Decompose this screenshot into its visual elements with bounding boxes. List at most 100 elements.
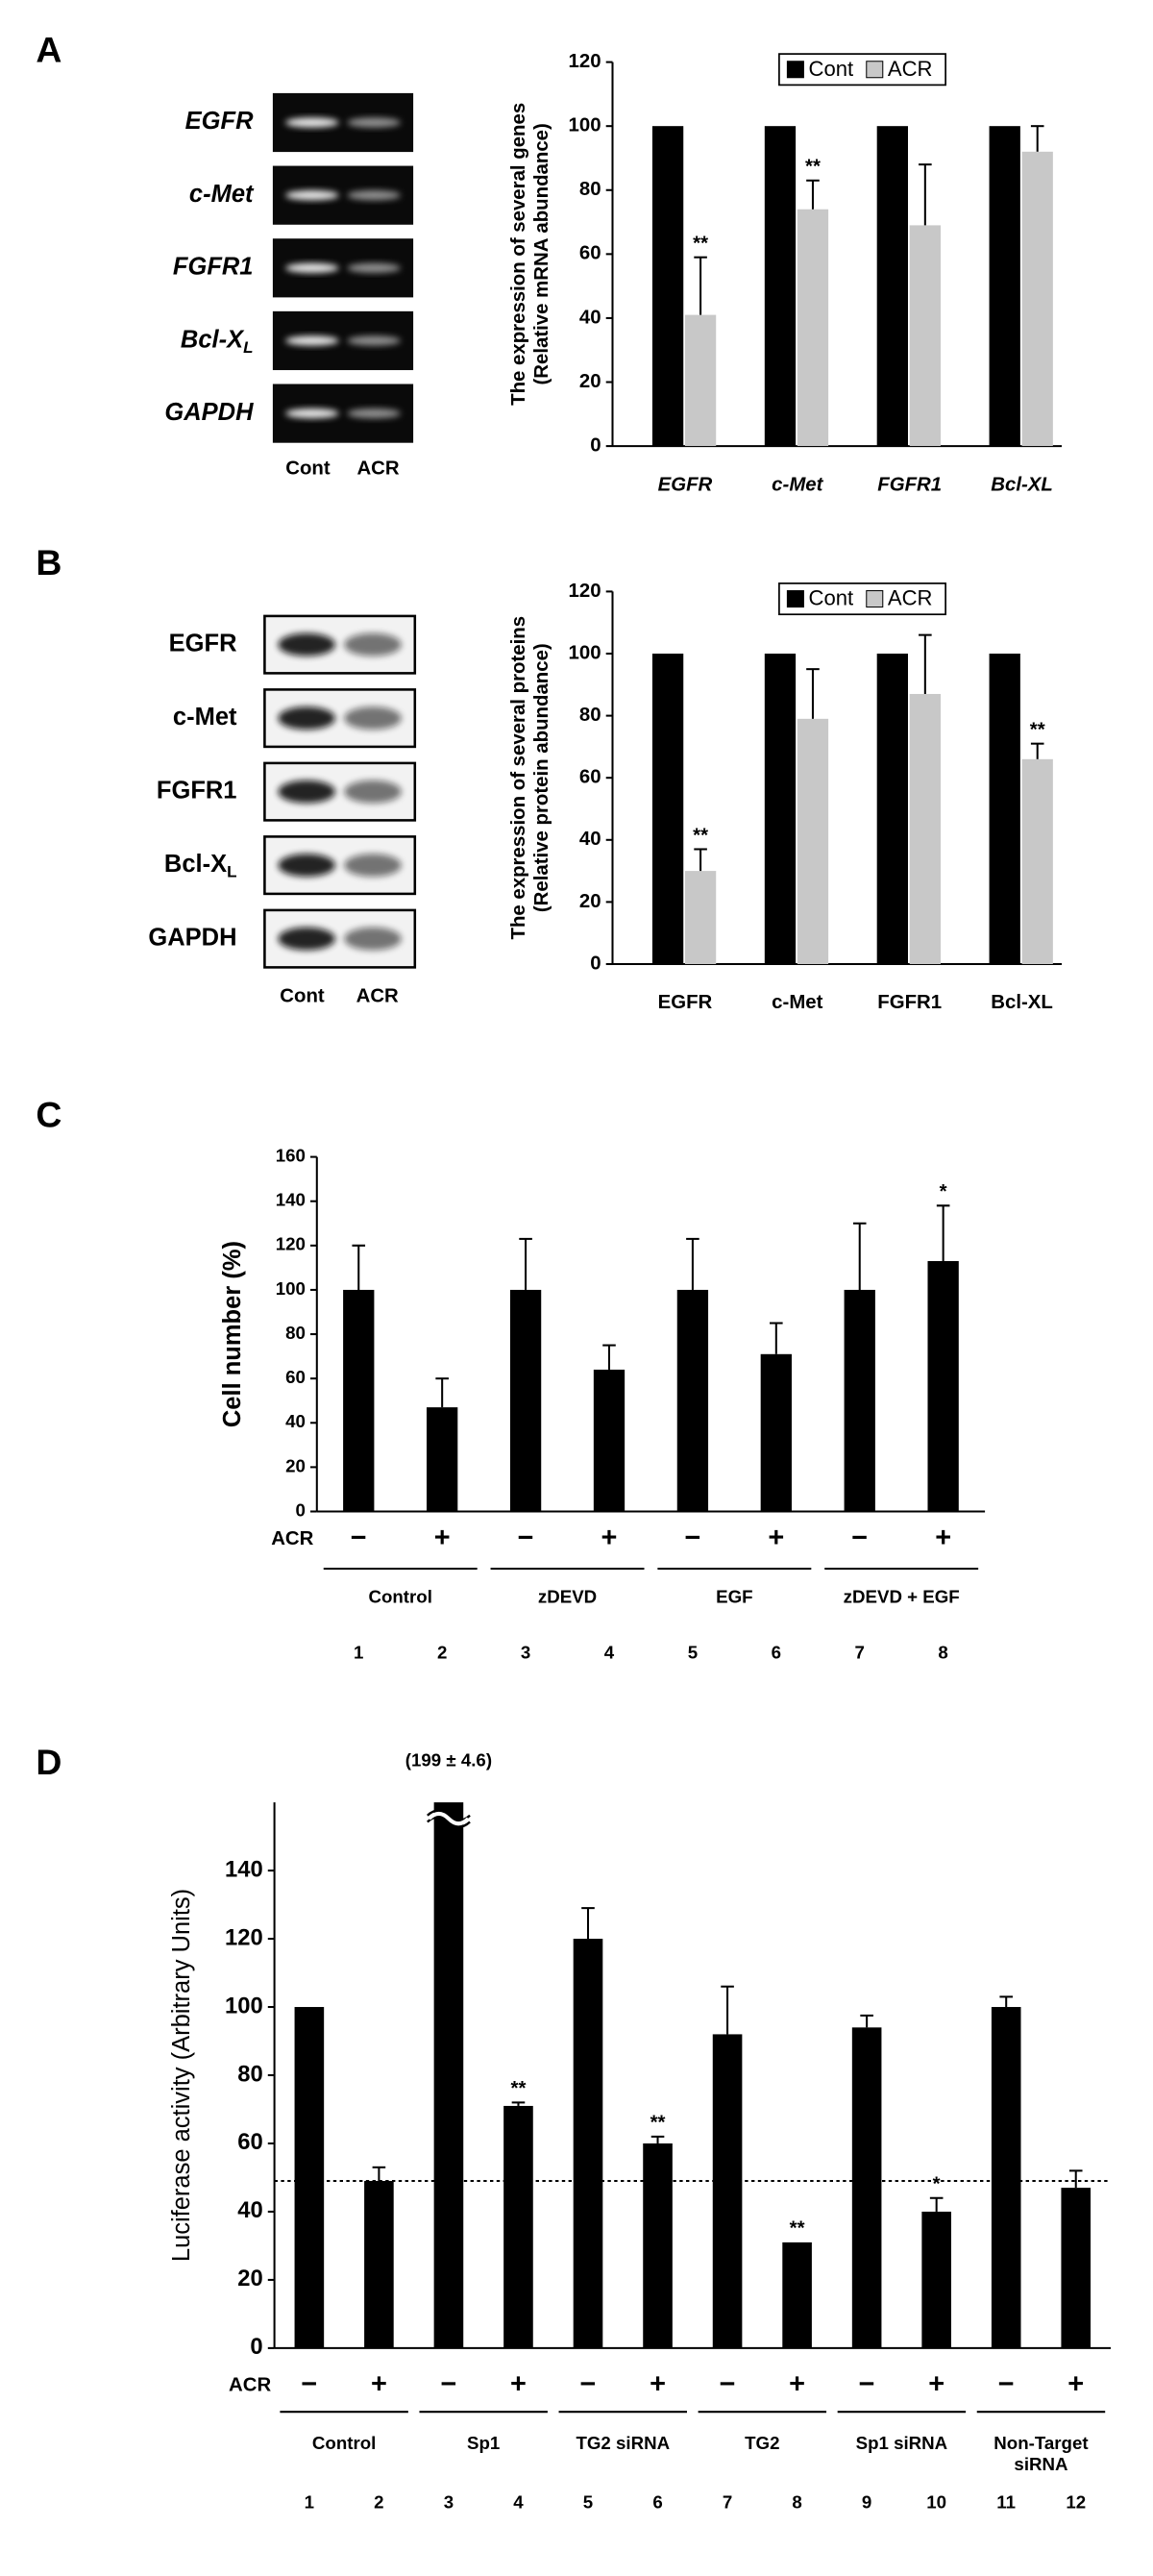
y-axis-label: The expression of several proteins [508,616,529,940]
gel-row-label: FGFR1 [157,777,237,804]
panel-label: D [36,1742,61,1782]
bar [427,1407,458,1512]
bar [684,871,717,964]
group-label: Sp1 [467,2433,500,2453]
gel-band [285,262,339,273]
y-tick-label: 0 [590,434,601,456]
bar [760,1353,792,1512]
lane-number: 3 [444,2491,454,2512]
error-bar [999,1995,1014,2008]
panel-label: C [36,1095,61,1135]
treatment-sign: + [1067,2369,1084,2400]
bar [921,2211,951,2348]
bar [782,2242,812,2348]
x-tick-label: c-Met [772,992,822,1013]
bar [1021,758,1053,964]
group-label: Control [368,1587,431,1607]
error-bar [929,2196,944,2212]
gel-column-label: Cont [280,985,325,1006]
error-bar [852,1222,867,1290]
bar [876,126,908,447]
y-tick-label: 60 [285,1367,306,1387]
legend-label: Cont [809,57,854,81]
significance-label: ** [693,825,708,846]
y-tick-label: 160 [276,1146,306,1166]
bar [509,1289,542,1512]
error-bar [372,2166,386,2182]
y-tick-label: 60 [579,243,601,264]
treatment-sign: − [859,2369,875,2400]
y-tick-label: 20 [237,2266,262,2291]
x-tick-label: Bcl-XL [991,474,1053,495]
gel-band [347,190,401,201]
lane-number: 12 [1066,2491,1086,2512]
group-label: siRNA [1014,2454,1067,2474]
bar [712,2034,743,2348]
error-bar [919,163,932,226]
bar [927,1260,959,1512]
bar [989,126,1020,447]
significance-label: ** [805,157,821,178]
gel-band [285,190,339,201]
y-tick-label: 40 [237,2197,262,2223]
legend-box [778,53,946,87]
error-bar [1068,2169,1083,2189]
treatment-sign: − [580,2369,597,2400]
y-tick-label: 120 [569,581,601,602]
treatment-sign: + [650,2369,666,2400]
treatment-label: ACR [271,1528,313,1549]
gel-row-label: GAPDH [164,399,254,426]
y-axis-label: (Relative mRNA abundance) [531,123,552,384]
legend-swatch [866,590,884,608]
group-label: zDEVD + EGF [844,1587,960,1607]
lane-number: 6 [652,2491,662,2512]
legend-label: Cont [809,586,854,610]
gel-row-label-subscript: L [227,863,236,881]
bar [909,693,941,964]
bar [433,1802,464,2348]
legend-swatch [786,61,804,79]
bar [909,225,941,447]
treatment-sign: + [928,2369,944,2400]
group-label: TG2 siRNA [576,2433,670,2453]
legend-label: ACR [888,586,933,610]
y-axis-label: Cell number (%) [219,1241,246,1427]
bar [876,654,908,964]
treatment-sign: − [351,1523,367,1553]
error-bar [581,1907,595,1940]
gel-row-label: EGFR [169,630,237,656]
x-tick-label: EGFR [658,992,713,1013]
gel-row-label: GAPDH [148,924,236,951]
error-bar [686,1237,699,1290]
y-tick-label: 100 [276,1278,306,1299]
y-tick-label: 80 [237,2061,262,2087]
y-tick-label: 60 [237,2129,262,2155]
bar [364,2181,394,2348]
treatment-sign: − [998,2369,1015,2400]
bar [651,126,684,447]
bar [294,2007,325,2348]
gel-band [278,706,335,731]
error-bar [602,1344,616,1370]
y-axis-label: Luciferase activity (Arbitrary Units) [168,1889,195,2262]
axis-break [427,1809,471,1828]
gel-column-label: ACR [356,985,399,1006]
treatment-sign: − [440,2369,456,2400]
lane-number: 8 [938,1642,947,1662]
bar [573,1939,603,2348]
bar-annotation: (199 ± 4.6) [405,1750,492,1771]
y-axis-label: The expression of several genes [508,103,529,406]
treatment-sign: + [371,2369,387,2400]
lane-number: 1 [305,2491,314,2512]
bar [989,654,1020,964]
lane-number: 4 [513,2491,524,2512]
x-tick-label: Bcl-XL [991,992,1053,1013]
bar [343,1289,375,1512]
lane-number: 10 [926,2491,946,2512]
y-tick-label: 40 [285,1411,306,1431]
lane-number: 2 [437,1642,447,1662]
y-tick-label: 120 [276,1234,306,1254]
gel-band [344,632,402,656]
bar [851,2027,882,2348]
